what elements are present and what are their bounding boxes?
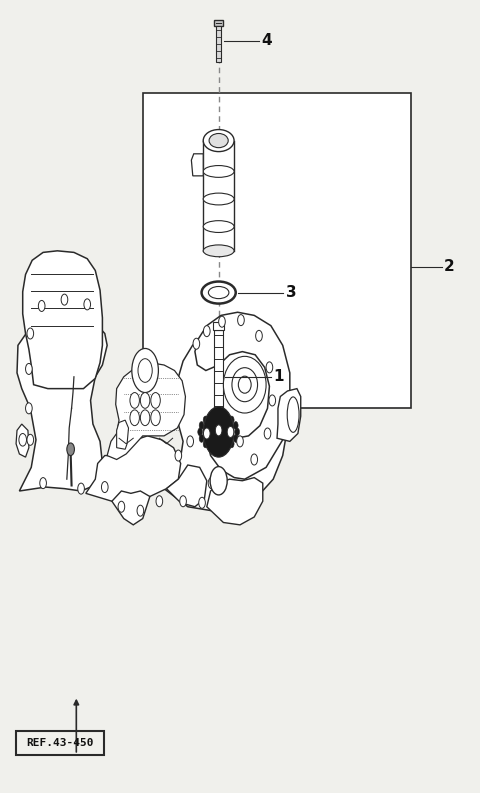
Circle shape [118,501,125,512]
Polygon shape [195,312,290,479]
Circle shape [187,436,193,447]
Circle shape [219,316,225,328]
Circle shape [199,435,204,442]
Ellipse shape [203,193,234,205]
Circle shape [61,294,68,305]
Ellipse shape [203,245,234,257]
Polygon shape [164,331,288,511]
Ellipse shape [202,282,236,304]
Polygon shape [107,362,185,459]
Circle shape [156,496,163,507]
Ellipse shape [208,286,229,299]
Circle shape [19,434,26,446]
Circle shape [27,435,34,446]
Ellipse shape [239,376,251,393]
Circle shape [223,443,228,451]
Circle shape [227,427,234,438]
Bar [214,322,224,330]
Ellipse shape [203,129,234,151]
Circle shape [132,348,158,393]
Text: 2: 2 [444,259,455,274]
Circle shape [233,435,238,442]
Ellipse shape [209,133,228,147]
Circle shape [151,410,160,426]
Polygon shape [277,389,301,442]
Circle shape [193,339,200,349]
Circle shape [238,315,244,326]
Circle shape [237,436,243,447]
Ellipse shape [203,220,234,232]
Circle shape [216,425,222,436]
Circle shape [199,497,205,508]
Circle shape [208,477,215,488]
Ellipse shape [232,368,258,402]
Polygon shape [207,477,263,525]
Bar [143,94,411,408]
Circle shape [137,505,144,516]
Circle shape [40,477,47,488]
Circle shape [203,416,208,424]
Circle shape [101,481,108,492]
Circle shape [130,393,139,408]
Circle shape [209,412,214,420]
Circle shape [229,416,234,424]
Circle shape [203,440,208,448]
Circle shape [67,443,74,455]
Circle shape [210,466,227,495]
Ellipse shape [223,356,266,413]
Circle shape [138,358,152,382]
Circle shape [216,411,221,419]
Polygon shape [214,20,223,26]
Circle shape [233,422,238,429]
Circle shape [198,428,203,436]
Circle shape [140,393,150,408]
Circle shape [38,301,45,312]
Polygon shape [117,420,129,450]
Ellipse shape [287,396,299,432]
Circle shape [140,410,150,426]
Circle shape [204,428,210,439]
Circle shape [25,363,32,374]
Polygon shape [192,154,203,176]
Circle shape [204,326,210,337]
Circle shape [204,407,234,457]
Circle shape [229,440,234,448]
Circle shape [235,428,240,436]
Text: REF.43-450: REF.43-450 [26,738,94,748]
Circle shape [151,393,160,408]
Bar [216,26,221,62]
Circle shape [264,428,271,439]
Circle shape [216,445,221,453]
Circle shape [223,412,228,420]
Polygon shape [86,436,180,501]
Circle shape [180,496,186,507]
Circle shape [266,362,273,373]
Bar [12,487,463,779]
Text: 3: 3 [286,285,296,300]
Polygon shape [23,251,102,389]
Bar [16,731,104,755]
Bar [215,330,223,424]
Polygon shape [167,465,207,507]
Bar [203,140,234,251]
Circle shape [251,454,258,465]
Circle shape [209,443,214,451]
Circle shape [25,403,32,414]
Circle shape [78,483,84,494]
Circle shape [269,395,276,406]
Text: 4: 4 [261,33,272,48]
Ellipse shape [203,166,234,178]
Circle shape [175,450,181,461]
Circle shape [199,422,204,429]
Circle shape [256,331,262,341]
Text: 1: 1 [273,370,284,385]
Circle shape [130,410,139,426]
Polygon shape [112,491,150,525]
Polygon shape [17,318,107,491]
Polygon shape [16,424,29,457]
Circle shape [84,299,91,310]
Circle shape [27,328,34,339]
